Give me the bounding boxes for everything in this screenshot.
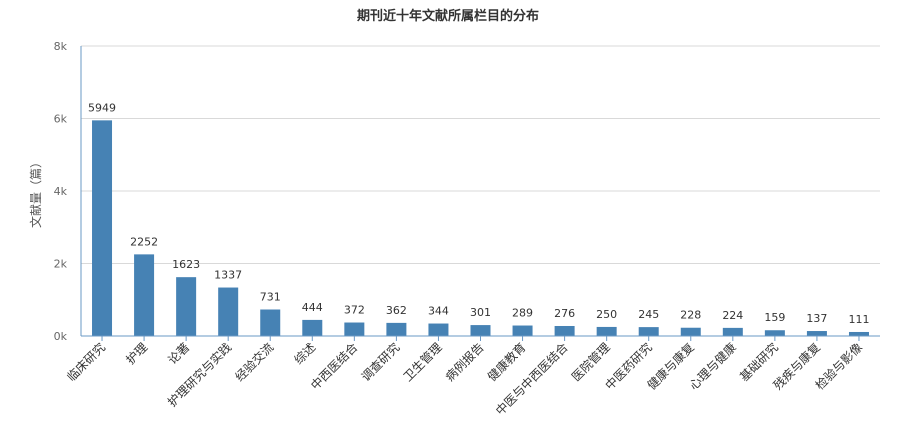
data-label: 228 <box>680 309 701 322</box>
y-tick-label: 8k <box>54 40 68 53</box>
x-category-label: 卫生管理 <box>400 340 445 385</box>
y-tick-label: 4k <box>54 185 68 198</box>
bar <box>344 322 365 336</box>
x-category-label: 健康教育 <box>484 340 529 385</box>
x-category-label: 调查研究 <box>358 340 403 385</box>
bars <box>92 120 869 336</box>
x-category-label: 护理 <box>123 340 150 367</box>
data-label: 5949 <box>88 101 116 114</box>
data-label: 276 <box>554 307 575 320</box>
bar <box>806 331 827 336</box>
x-category-label: 中医与中西医结合 <box>492 340 570 418</box>
bar <box>638 327 659 336</box>
bar <box>260 309 281 336</box>
y-tick-label: 6k <box>54 113 68 126</box>
x-category-label: 综述 <box>292 340 319 367</box>
data-label: 245 <box>638 308 659 321</box>
gridlines <box>81 45 880 264</box>
data-labels: 5949 2252 1623 1337 731 444 372 362 344 301 289 276… <box>88 101 869 326</box>
data-label: 137 <box>806 312 827 325</box>
chart-title: 期刊近十年文献所属栏目的分布 <box>357 8 539 24</box>
data-label: 362 <box>386 304 407 317</box>
data-label: 224 <box>722 309 743 322</box>
data-label: 301 <box>470 306 491 319</box>
bar <box>176 277 197 336</box>
y-axis-ticks: 0k 2k 4k 6k 8k <box>54 40 68 343</box>
data-label: 1337 <box>214 269 242 282</box>
bar <box>134 254 155 336</box>
bar <box>470 325 491 336</box>
data-label: 731 <box>260 291 281 304</box>
y-axis-label: 文献量（篇） <box>28 156 43 228</box>
bar <box>92 120 113 336</box>
bar <box>302 319 323 336</box>
bar <box>722 327 743 336</box>
data-label: 159 <box>764 311 785 324</box>
data-label: 289 <box>512 307 533 320</box>
bar <box>554 325 575 336</box>
x-category-label: 基础研究 <box>736 340 781 385</box>
x-category-label: 临床研究 <box>64 340 109 385</box>
bar <box>386 322 407 336</box>
data-label: 444 <box>302 301 323 314</box>
x-category-label: 病例报告 <box>442 340 487 385</box>
x-category-label: 医院管理 <box>568 340 613 385</box>
data-label: 1623 <box>172 258 200 271</box>
bar <box>596 326 617 336</box>
bar <box>512 325 533 336</box>
data-label: 372 <box>344 304 365 317</box>
bar <box>764 330 785 336</box>
x-category-label: 论著 <box>165 340 192 367</box>
bar <box>680 327 701 336</box>
data-label: 2252 <box>130 235 158 248</box>
data-label: 344 <box>428 305 449 318</box>
x-category-label: 经验交流 <box>232 340 277 385</box>
data-label: 111 <box>848 313 869 326</box>
y-tick-label: 0k <box>54 330 68 343</box>
bar <box>218 287 239 336</box>
bar <box>428 323 449 336</box>
bar <box>848 331 869 336</box>
y-tick-label: 2k <box>54 258 68 271</box>
data-label: 250 <box>596 308 617 321</box>
